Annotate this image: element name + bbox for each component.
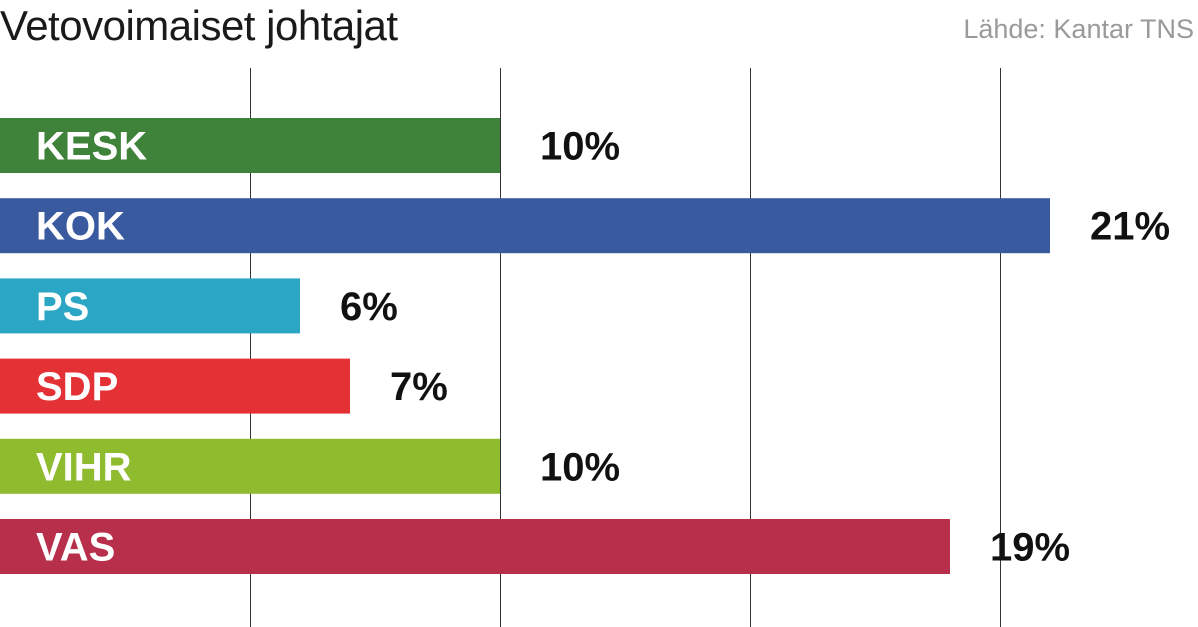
chart-source: Lähde: Kantar TNS (963, 14, 1194, 44)
value-label-vihr: 10% (540, 445, 620, 489)
category-label-ps: PS (36, 285, 89, 329)
chart-title: Vetovoimaiset johtajat (0, 2, 398, 49)
value-label-kesk: 10% (540, 125, 620, 169)
bar-ps (0, 278, 300, 334)
category-label-vas: VAS (36, 526, 115, 570)
category-label-sdp: SDP (36, 365, 118, 409)
bar-vihr (0, 438, 500, 494)
category-label-kok: KOK (36, 205, 125, 249)
bar-kok (0, 198, 1050, 254)
category-label-kesk: KESK (36, 125, 147, 169)
value-label-sdp: 7% (390, 365, 448, 409)
value-label-vas: 19% (990, 526, 1070, 570)
bars: KESK 10% KOK 21% PS 6% SDP 7% VIHR 10% VAS 19% (0, 118, 1170, 574)
bar-vas (0, 519, 950, 574)
category-label-vihr: VIHR (36, 445, 132, 489)
value-label-ps: 6% (340, 285, 398, 329)
value-label-kok: 21% (1090, 205, 1170, 249)
bar-kesk (0, 118, 500, 173)
bar-sdp (0, 358, 350, 414)
